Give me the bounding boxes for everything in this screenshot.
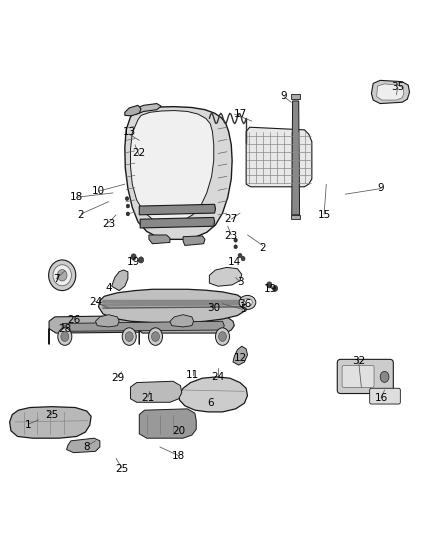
Polygon shape [125,107,232,239]
Text: 19: 19 [127,257,140,267]
Polygon shape [139,317,234,344]
Polygon shape [291,215,300,219]
Polygon shape [131,381,182,402]
Text: 25: 25 [45,409,58,419]
Ellipse shape [152,332,159,342]
Text: 35: 35 [391,82,404,92]
Text: 23: 23 [102,219,115,229]
Text: 18: 18 [70,192,83,203]
FancyBboxPatch shape [337,359,393,393]
Ellipse shape [126,204,130,208]
Ellipse shape [122,328,136,345]
Text: 16: 16 [374,393,388,403]
Text: 9: 9 [378,183,385,192]
Polygon shape [170,314,194,327]
Text: 15: 15 [318,210,331,220]
Text: 30: 30 [207,303,220,313]
Polygon shape [371,80,410,103]
Polygon shape [10,407,91,438]
Text: 24: 24 [89,297,102,308]
Polygon shape [131,103,161,114]
Text: 5: 5 [240,304,247,314]
Polygon shape [125,106,141,116]
Text: 26: 26 [67,315,80,325]
Ellipse shape [148,328,162,345]
Polygon shape [246,127,312,187]
Polygon shape [62,321,224,332]
Text: 21: 21 [141,393,155,403]
Ellipse shape [239,295,256,310]
Polygon shape [131,110,214,223]
Ellipse shape [234,238,237,242]
Text: 22: 22 [133,148,146,158]
Polygon shape [139,204,215,215]
Ellipse shape [49,260,76,290]
Ellipse shape [234,245,237,249]
Ellipse shape [125,332,133,342]
Polygon shape [139,409,196,438]
Text: 9: 9 [280,91,287,101]
Polygon shape [233,346,247,365]
Polygon shape [209,268,242,286]
Polygon shape [179,377,247,412]
Ellipse shape [241,256,245,261]
Polygon shape [99,289,246,322]
Text: 6: 6 [207,398,214,408]
Polygon shape [377,84,404,100]
Text: 11: 11 [186,370,199,380]
FancyBboxPatch shape [342,366,374,387]
Polygon shape [291,94,300,99]
Text: 36: 36 [238,298,251,309]
Text: 29: 29 [111,373,124,383]
Polygon shape [292,101,300,215]
Text: 24: 24 [212,372,225,382]
Text: 18: 18 [172,451,185,461]
Ellipse shape [61,332,69,342]
Text: 2: 2 [259,243,266,253]
Ellipse shape [57,270,67,281]
Ellipse shape [243,298,252,306]
Ellipse shape [219,332,226,342]
Text: 17: 17 [233,109,247,119]
Polygon shape [140,217,215,228]
Text: 32: 32 [352,356,365,366]
Text: 7: 7 [53,274,60,284]
Ellipse shape [138,257,144,263]
Text: 3: 3 [237,277,244,287]
Text: 20: 20 [172,426,185,436]
Ellipse shape [272,285,278,292]
Text: 1: 1 [25,420,32,430]
Text: 10: 10 [92,186,105,196]
Text: 23: 23 [225,231,238,241]
Polygon shape [183,236,205,246]
Ellipse shape [58,328,72,345]
Text: 19: 19 [264,284,277,294]
Polygon shape [149,235,170,244]
FancyBboxPatch shape [370,388,400,404]
Text: 27: 27 [225,214,238,224]
Text: 8: 8 [83,442,90,452]
Ellipse shape [131,254,136,260]
Text: 13: 13 [123,127,136,136]
Ellipse shape [53,265,71,286]
Polygon shape [95,314,119,327]
Ellipse shape [215,328,230,345]
Ellipse shape [238,253,242,258]
Ellipse shape [267,282,272,288]
Text: 4: 4 [105,284,112,293]
Ellipse shape [380,372,389,382]
Polygon shape [49,316,148,344]
Polygon shape [112,270,128,290]
Text: 2: 2 [78,210,85,220]
Text: 14: 14 [228,257,241,267]
Text: 25: 25 [115,464,128,474]
Ellipse shape [126,212,130,216]
Text: 12: 12 [233,353,247,362]
Polygon shape [67,438,100,453]
Text: 28: 28 [58,324,71,334]
Ellipse shape [125,197,129,200]
